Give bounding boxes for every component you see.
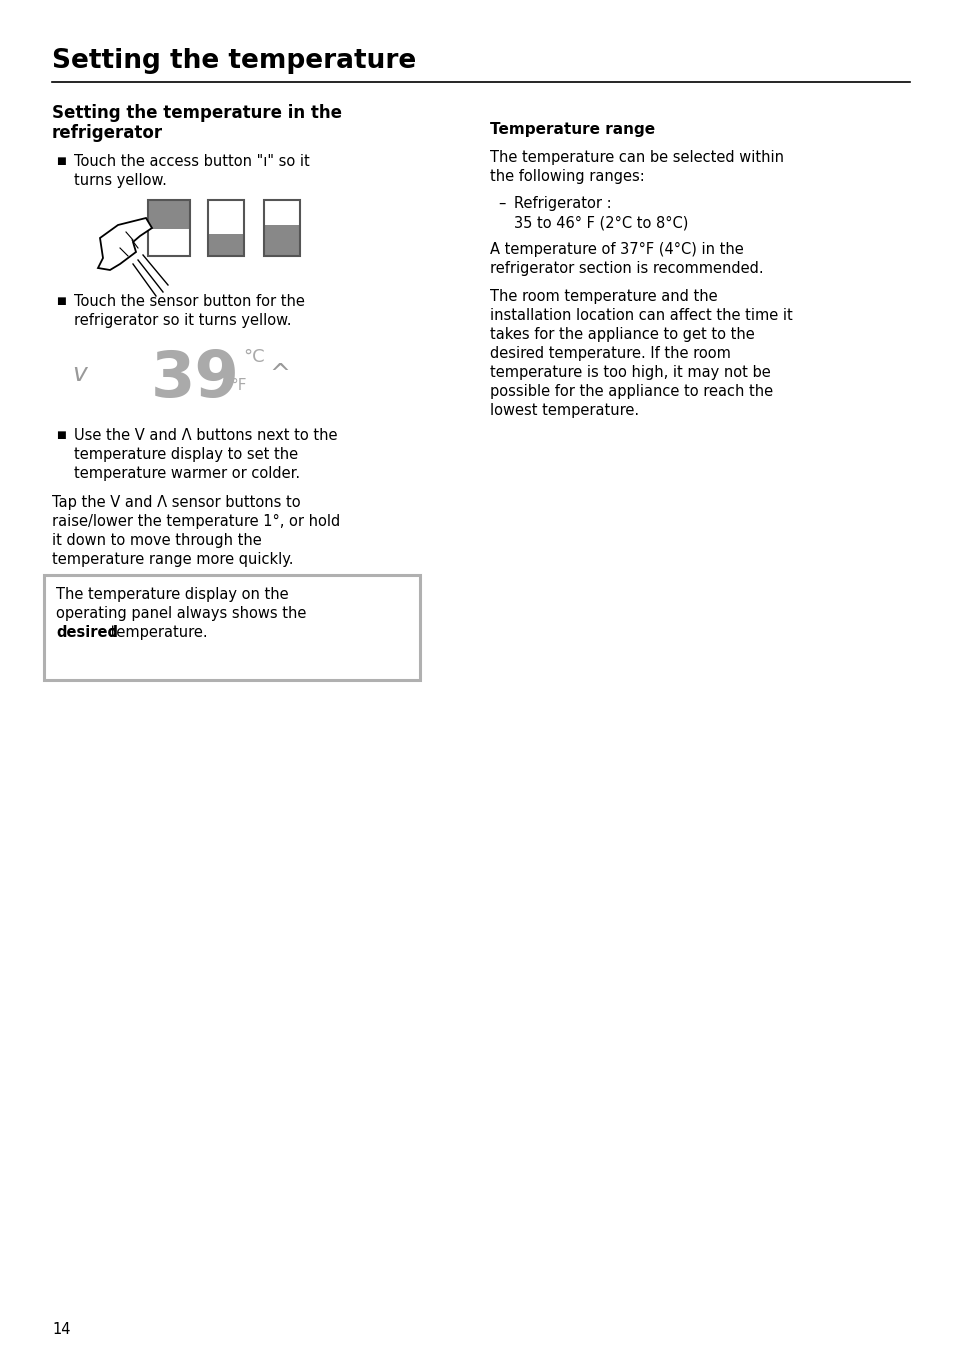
Text: 35 to 46° F (2°C to 8°C): 35 to 46° F (2°C to 8°C) — [514, 215, 688, 230]
FancyBboxPatch shape — [208, 200, 244, 234]
Text: raise/lower the temperature 1°, or hold: raise/lower the temperature 1°, or hold — [52, 514, 340, 529]
Text: Temperature range: Temperature range — [490, 122, 655, 137]
Text: refrigerator section is recommended.: refrigerator section is recommended. — [490, 261, 762, 276]
FancyBboxPatch shape — [148, 200, 190, 228]
Text: temperature range more quickly.: temperature range more quickly. — [52, 552, 294, 566]
Text: The temperature can be selected within: The temperature can be selected within — [490, 150, 783, 165]
Text: desired temperature. If the room: desired temperature. If the room — [490, 346, 730, 361]
Text: operating panel always shows the: operating panel always shows the — [56, 606, 306, 621]
Polygon shape — [98, 218, 152, 270]
Text: Touch the access button "ı" so it: Touch the access button "ı" so it — [74, 154, 310, 169]
Text: °C: °C — [243, 347, 264, 366]
Text: v: v — [72, 362, 88, 387]
Text: refrigerator: refrigerator — [52, 124, 163, 142]
Text: takes for the appliance to get to the: takes for the appliance to get to the — [490, 327, 754, 342]
Text: A temperature of 37°F (4°C) in the: A temperature of 37°F (4°C) in the — [490, 242, 743, 257]
FancyBboxPatch shape — [208, 234, 244, 256]
Text: The temperature display on the: The temperature display on the — [56, 587, 289, 602]
Text: temperature warmer or colder.: temperature warmer or colder. — [74, 466, 300, 481]
FancyBboxPatch shape — [264, 200, 299, 226]
FancyBboxPatch shape — [148, 228, 190, 256]
Text: ■: ■ — [56, 155, 66, 166]
Text: ■: ■ — [56, 296, 66, 306]
Text: turns yellow.: turns yellow. — [74, 173, 167, 188]
Text: temperature is too high, it may not be: temperature is too high, it may not be — [490, 365, 770, 380]
Text: Setting the temperature in the: Setting the temperature in the — [52, 104, 341, 122]
Text: the following ranges:: the following ranges: — [490, 169, 644, 184]
Text: it down to move through the: it down to move through the — [52, 533, 261, 548]
Text: ■: ■ — [56, 430, 66, 439]
Text: lowest temperature.: lowest temperature. — [490, 403, 639, 418]
Text: possible for the appliance to reach the: possible for the appliance to reach the — [490, 384, 772, 399]
Text: desired: desired — [56, 625, 118, 639]
Text: °F: °F — [231, 379, 247, 393]
Text: Touch the sensor button for the: Touch the sensor button for the — [74, 293, 305, 310]
Text: 39: 39 — [151, 347, 239, 410]
Text: 14: 14 — [52, 1322, 71, 1337]
Text: –: – — [497, 196, 505, 211]
Text: refrigerator so it turns yellow.: refrigerator so it turns yellow. — [74, 314, 292, 329]
Text: The room temperature and the: The room temperature and the — [490, 289, 717, 304]
Text: installation location can affect the time it: installation location can affect the tim… — [490, 308, 792, 323]
Text: Refrigerator :: Refrigerator : — [514, 196, 611, 211]
FancyBboxPatch shape — [44, 575, 419, 680]
Text: temperature.: temperature. — [106, 625, 208, 639]
Text: temperature display to set the: temperature display to set the — [74, 448, 297, 462]
Text: Use the V and Λ buttons next to the: Use the V and Λ buttons next to the — [74, 429, 337, 443]
Text: ^: ^ — [269, 362, 291, 387]
Text: Tap the V and Λ sensor buttons to: Tap the V and Λ sensor buttons to — [52, 495, 300, 510]
Text: Setting the temperature: Setting the temperature — [52, 49, 416, 74]
FancyBboxPatch shape — [264, 226, 299, 256]
